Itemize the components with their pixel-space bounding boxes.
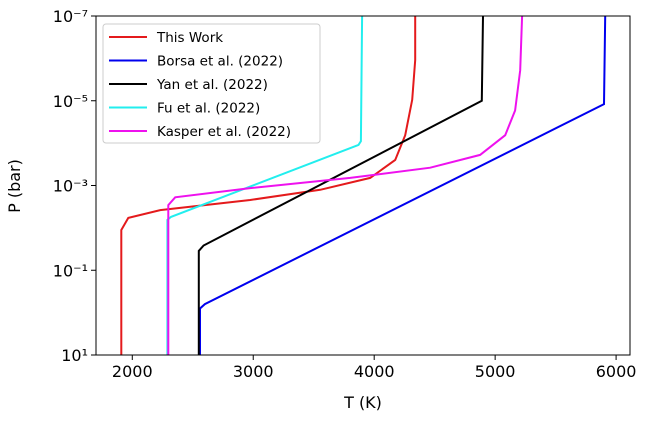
- series-line: [167, 15, 524, 355]
- x-tick-label: 4000: [354, 362, 395, 381]
- y-tick-label: 10⁻⁷: [53, 7, 88, 26]
- x-tick-label: 5000: [475, 362, 516, 381]
- legend-label: Kasper et al. (2022): [157, 124, 291, 140]
- x-axis-label: T (K): [343, 393, 382, 412]
- legend-label: This Work: [156, 30, 223, 46]
- y-tick-label: 10⁻⁵: [53, 92, 88, 111]
- legend: This Work Borsa et al. (2022) Yan et al. (…: [102, 23, 321, 144]
- x-tick-label: 3000: [233, 362, 274, 381]
- legend-label: Yan et al. (2022): [156, 77, 268, 93]
- x-tick-label: 6000: [596, 362, 637, 381]
- legend-box: [102, 23, 321, 144]
- plot-frame: [95, 15, 631, 356]
- legend-label: Fu et al. (2022): [157, 101, 260, 117]
- y-tick-label: 10¹: [61, 346, 88, 365]
- x-tick-label: 2000: [112, 362, 153, 381]
- y-tick-label: 10⁻¹: [53, 261, 88, 280]
- y-tick-label: 10⁻³: [53, 177, 88, 196]
- series-line: [197, 15, 484, 355]
- legend-label: Borsa et al. (2022): [157, 54, 283, 70]
- y-axis-label: P (bar): [5, 159, 24, 213]
- series-line: [199, 15, 607, 355]
- series-line: [120, 16, 417, 355]
